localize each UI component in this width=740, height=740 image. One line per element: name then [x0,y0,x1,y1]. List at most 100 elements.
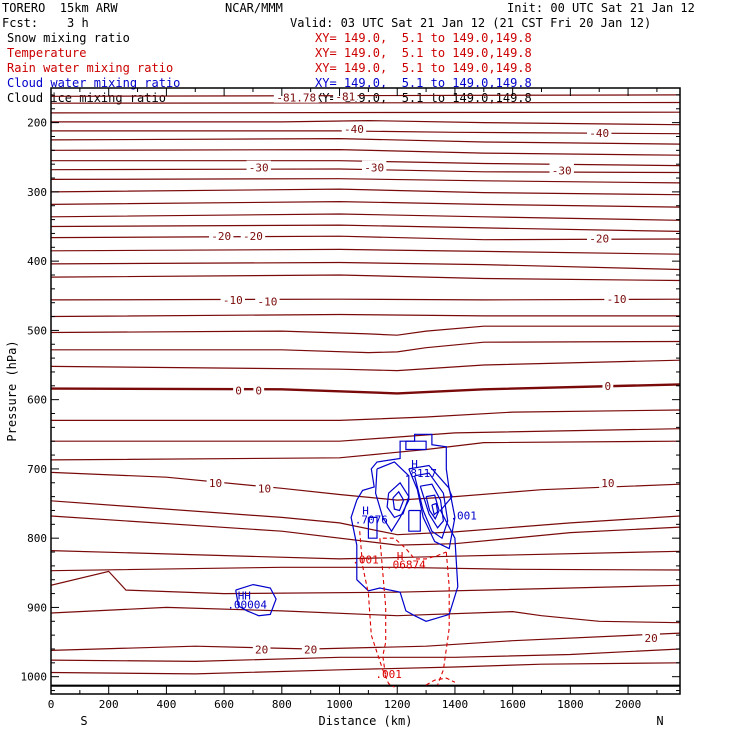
rain-water-contours [359,531,456,688]
temperature-label-bg [587,126,612,139]
cloud-water-label: .00004 [227,599,267,612]
temperature-label: -81 [335,90,355,103]
temperature-label-bg [301,642,320,655]
cloud-water-contour [419,483,445,529]
legend-temperature-xy: XY= 149.0, 5.1 to 149.0,149.8 [315,46,532,60]
cloud-water-contour [386,481,410,519]
temperature-label: 10 [209,477,222,490]
rain-water-label: .001 [375,668,402,681]
rain-water-label: .001 [352,554,379,567]
init-time: Init: 00 UTC Sat 21 Jan 12 [507,1,695,15]
temperature-isotherm [51,94,680,97]
temperature-label: -81.78 [276,92,316,105]
temperature-isotherm [51,566,680,572]
temperature-isotherm [51,224,680,232]
temperature-label-bg [255,294,280,307]
y-tick-label: 700 [27,463,47,476]
temperature-label: -30 [552,164,572,177]
temperature-isotherm [51,111,680,114]
temperature-label: 10 [258,482,271,495]
temperature-label-bg [240,229,266,242]
temperature-label: -30 [364,162,384,175]
temperature-label: -10 [257,295,277,308]
temperature-isotherm [51,261,680,271]
temperature-isotherm [51,500,680,536]
temperature-label: 20 [304,644,317,657]
cloud-water-label: H [411,458,418,471]
cloud-water-label: .001 [450,509,477,522]
x-tick-label: 1000 [326,698,353,711]
x-tick-label: 800 [272,698,292,711]
cloud-water-contours [235,433,459,622]
plot-frame [50,87,681,695]
temperature-isotherm [51,298,680,301]
temperature-isotherm [51,428,680,442]
cloud-water-contour [425,494,440,521]
temperature-label: -10 [223,294,243,307]
legend-temperature-label: Temperature [7,46,87,60]
temperature-isotherm [51,188,680,196]
cloud-water-contour [405,440,427,451]
valid-time: Valid: 03 UTC Sat 21 Jan 12 (21 CST Fri … [290,16,652,30]
cloud-water-label: .7076 [355,513,388,526]
temperature-isotherm [51,515,680,546]
x-axis-title: Distance (km) [319,714,413,728]
temperature-label: 0 [255,385,262,398]
temperature-isotherm [51,648,680,663]
temperature-label-bg [273,90,319,103]
temperature-label: -20 [211,230,231,243]
x-tick-label: 1600 [499,698,526,711]
temperature-label: 20 [255,644,268,657]
x-tick-label: 400 [156,698,176,711]
rain-water-contour [379,538,387,677]
temperature-label-bg [642,630,660,643]
temperature-isotherm [51,471,680,501]
temperature-isotherm [51,340,680,354]
temperature-label-bg [587,231,612,244]
cloud-water-contour [431,502,439,516]
y-tick-label: 600 [27,394,47,407]
x-tick-label: 600 [214,698,234,711]
rain-water-contour [437,551,450,686]
x-tick-label: 1400 [442,698,469,711]
x-tick-label: 1200 [384,698,411,711]
temperature-label-bg [549,163,574,176]
cloud-water-label: HH [238,590,251,603]
cloud-water-contour [350,433,459,622]
legend-cloud-water-xy: XY= 149.0, 5.1 to 149.0,149.8 [315,76,532,90]
temperature-isotherm [51,178,680,184]
y-tick-label: 200 [27,117,47,130]
temperature-label: -20 [589,232,609,245]
rain-water-label: H [397,550,404,563]
temperature-isotherm [51,119,680,126]
cloud-water-contour [235,583,277,617]
temperature-isotherm [51,130,680,135]
temperature-label: -30 [249,162,269,175]
temperature-isotherm [51,662,680,675]
y-tick-label: 300 [27,186,47,199]
temperature-isotherm [51,274,680,282]
y-axis-title: Pressure (hPa) [5,340,19,441]
north-label: N [656,714,663,728]
model-title: TORERO 15km ARW [2,1,118,15]
temperature-isotherm [51,325,680,336]
temperature-label: 0 [235,385,242,398]
temperature-label-bg [599,475,617,488]
temperature-label-bg [361,160,387,173]
temperature-isotherm [51,313,680,318]
cloud-water-contour [374,461,410,533]
cloud-water-label: .8117 [404,467,437,480]
temperature-isotherm [51,550,680,560]
temperature-label: 20 [645,632,658,645]
legend-rain-xy: XY= 149.0, 5.1 to 149.0,149.8 [315,61,532,75]
rain-water-contour [382,537,447,560]
temperature-label-bg [246,160,271,173]
temperature-label-bg [341,121,367,134]
south-label: S [80,714,87,728]
y-tick-label: 800 [27,532,47,545]
temperature-label-bg [252,642,271,655]
rain-water-contour [425,677,456,686]
cloud-water-contour [414,472,449,540]
x-tick-label: 0 [48,698,55,711]
